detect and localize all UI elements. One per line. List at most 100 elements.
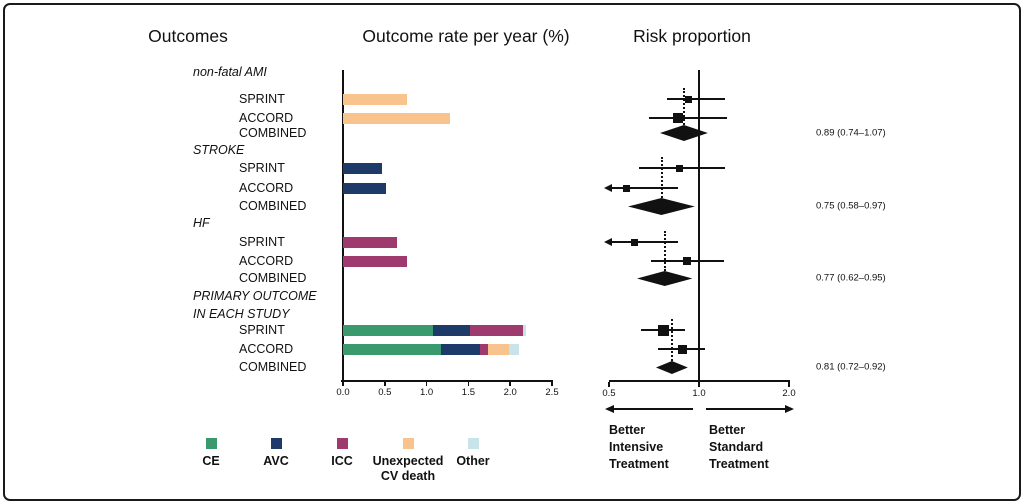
better-standard-treatment-label: Better Standard Treatment	[709, 423, 769, 471]
forest-ci-line	[648, 116, 727, 120]
legend-label-avc: AVC	[263, 454, 289, 468]
forest-diamond-shape	[659, 125, 708, 141]
bar-segment-avc	[343, 162, 383, 174]
study-row-label: SPRINT	[239, 323, 285, 337]
study-row-label: ACCORD	[239, 181, 294, 195]
forest-diamond	[636, 270, 693, 286]
forest-ci-arrowhead	[603, 183, 612, 192]
group-estimate-dotted-line	[670, 319, 673, 361]
forest-axis-tick	[698, 382, 700, 387]
forest-axis-tick	[608, 382, 610, 387]
better-intensive-treatment-label: Better Intensive Treatment	[609, 423, 669, 471]
outcome-group-label: HF	[193, 216, 210, 230]
bar-segment-ce	[343, 324, 434, 336]
bar-segment-ce	[343, 343, 441, 355]
outcome-group-label: PRIMARY OUTCOME	[193, 289, 317, 303]
forest-point-square	[657, 324, 669, 336]
group-estimate-dotted-line	[682, 88, 685, 125]
bar-axis-tick	[342, 382, 344, 386]
bar-segment-unexpected	[343, 93, 407, 105]
bar-segment-unexpected	[488, 343, 509, 355]
better-standard-arrowhead	[785, 404, 794, 413]
forest-point-square	[675, 164, 683, 172]
legend-label-ce: CE	[202, 454, 220, 468]
bar-segment-icc	[343, 236, 397, 248]
forest-point-square	[682, 257, 691, 265]
column-header-risk-proportion: Risk proportion	[633, 26, 751, 46]
forest-null-line	[697, 70, 701, 380]
column-header-outcome-rate: Outcome rate per year (%)	[362, 26, 570, 46]
group-estimate-dotted-line	[660, 157, 663, 198]
study-row-label: SPRINT	[239, 161, 285, 175]
forest-x-axis	[608, 380, 790, 382]
effect-estimate-text: 0.89 (0.74–1.07)	[816, 127, 886, 139]
column-header-outcomes: Outcomes	[148, 26, 228, 46]
forest-point-square	[672, 113, 683, 123]
study-row-label: ACCORD	[239, 111, 294, 125]
outcome-group-label: IN EACH STUDY	[193, 307, 290, 321]
better-standard-arrow-line	[706, 408, 786, 411]
forest-point-square	[677, 344, 687, 354]
bar-segment-other	[508, 343, 519, 355]
combined-row-label: COMBINED	[239, 126, 307, 140]
forest-diamond-shape	[628, 197, 696, 215]
forest-axis-tick-label: 0.5	[602, 388, 616, 399]
forest-ci-line	[666, 97, 725, 101]
legend-swatch-avc	[270, 438, 282, 449]
legend-swatch-other	[467, 438, 479, 449]
bar-axis-vline	[342, 70, 345, 381]
forest-ci-arrowhead	[603, 237, 612, 246]
bar-axis-tick-label: 0.5	[378, 387, 392, 398]
better-intensive-arrow-line	[613, 408, 693, 411]
forest-diamond-shape	[636, 270, 693, 286]
bar-segment-unexpected	[343, 112, 450, 124]
group-estimate-dotted-line	[664, 231, 667, 271]
legend-swatch-unexpected	[402, 438, 414, 449]
bar-segment-icc	[480, 343, 489, 355]
effect-estimate-text: 0.75 (0.58–0.97)	[816, 200, 886, 212]
bar-segment-avc	[440, 343, 481, 355]
forest-point-square	[631, 238, 639, 246]
legend-swatch-icc	[336, 438, 348, 449]
forest-ci-line	[611, 186, 678, 190]
bar-segment-avc	[343, 182, 386, 194]
forest-diamond	[656, 360, 689, 374]
forest-point-square	[684, 95, 692, 103]
figure-frame	[3, 3, 1021, 501]
study-row-label: SPRINT	[239, 235, 285, 249]
bar-axis-tick	[384, 382, 386, 386]
bar-axis-tick-label: 1.0	[419, 387, 434, 398]
bar-axis-tick	[509, 382, 511, 386]
bar-x-axis	[341, 380, 553, 382]
bar-axis-tick	[425, 382, 428, 386]
legend-label-other: Other	[456, 454, 490, 468]
bar-axis-tick-label: 2.5	[545, 387, 559, 398]
bar-axis-tick-label: 2.0	[503, 387, 517, 398]
effect-estimate-text: 0.77 (0.62–0.95)	[816, 272, 886, 284]
forest-axis-tick	[788, 382, 790, 387]
bar-axis-tick	[467, 382, 470, 386]
bar-segment-other	[522, 324, 527, 336]
bar-axis-tick-label: 0.0	[336, 387, 350, 398]
bar-segment-icc	[470, 324, 523, 336]
forest-axis-tick-label: 2.0	[782, 388, 796, 399]
effect-estimate-text: 0.81 (0.72–0.92)	[816, 361, 886, 373]
forest-diamond-shape	[656, 360, 689, 374]
forest-ci-line	[611, 240, 678, 244]
outcome-group-label: non-fatal AMI	[193, 65, 267, 79]
bar-axis-tick	[551, 382, 553, 386]
combined-row-label: COMBINED	[239, 199, 307, 213]
forest-point-square	[622, 184, 630, 192]
forest-diamond	[659, 125, 708, 141]
bar-segment-avc	[433, 324, 471, 336]
legend-label-icc: ICC	[331, 454, 353, 468]
study-row-label: ACCORD	[239, 342, 294, 356]
outcome-group-label: STROKE	[193, 143, 245, 157]
study-row-label: ACCORD	[239, 254, 294, 268]
forest-diamond	[628, 197, 696, 215]
combined-row-label: COMBINED	[239, 360, 307, 374]
better-intensive-arrowhead	[605, 404, 614, 413]
forest-axis-tick-label: 1.0	[692, 388, 706, 399]
bar-segment-icc	[343, 255, 407, 267]
